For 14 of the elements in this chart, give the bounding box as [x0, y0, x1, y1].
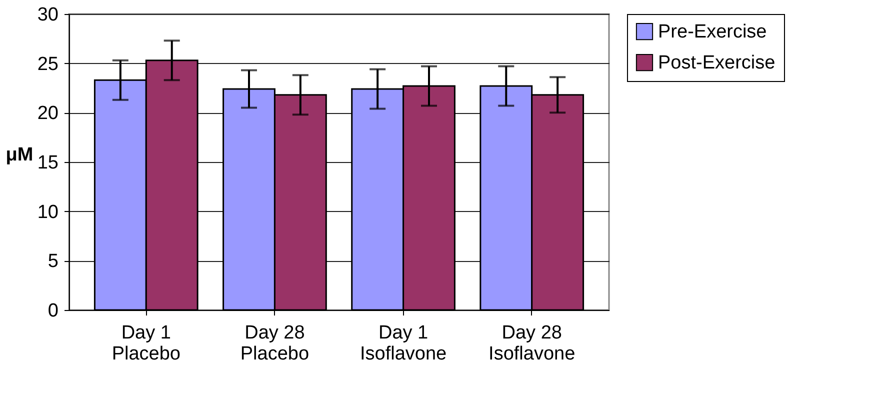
x-tick-label: Day 1 Placebo	[112, 322, 180, 364]
y-tick-label: 25	[37, 54, 58, 75]
legend-label: Post-Exercise	[658, 52, 776, 74]
y-tick-label: 10	[37, 202, 58, 223]
y-axis-title: μM	[6, 144, 34, 166]
y-tick-label: 20	[37, 103, 58, 124]
y-tick-label: 0	[48, 300, 58, 322]
y-tick-label: 5	[48, 251, 58, 272]
y-tick-label: 30	[37, 4, 58, 26]
x-tick-label: Day 28 Isoflavone	[488, 322, 576, 364]
legend-label: Pre-Exercise	[658, 22, 767, 42]
y-tick-label: 15	[37, 152, 58, 174]
x-tick-label: Day 28 Placebo	[240, 322, 310, 364]
x-tick-label: Day 1 Isoflavone	[360, 322, 447, 364]
